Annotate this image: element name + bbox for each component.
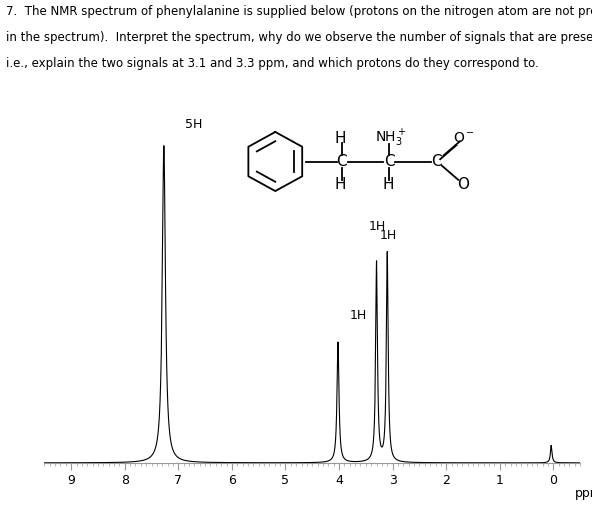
Text: 7.  The NMR spectrum of phenylalanine is supplied below (protons on the nitrogen: 7. The NMR spectrum of phenylalanine is … [6,5,592,18]
Text: O$^-$: O$^-$ [453,131,475,145]
Text: C: C [337,154,347,169]
Text: ppm: ppm [575,487,592,500]
Text: 1H: 1H [369,220,386,233]
Text: C: C [384,154,394,169]
Text: in the spectrum).  Interpret the spectrum, why do we observe the number of signa: in the spectrum). Interpret the spectrum… [6,31,592,44]
Text: C: C [432,154,442,169]
Text: NH$_3^+$: NH$_3^+$ [375,128,406,149]
Text: 5H: 5H [185,118,202,131]
Text: 1H: 1H [350,309,367,322]
Text: 1H: 1H [379,229,397,242]
Text: H: H [382,177,394,192]
Text: O: O [457,177,469,192]
Text: H: H [334,177,346,192]
Text: i.e., explain the two signals at 3.1 and 3.3 ppm, and which protons do they corr: i.e., explain the two signals at 3.1 and… [6,57,539,70]
Text: H: H [334,131,346,146]
